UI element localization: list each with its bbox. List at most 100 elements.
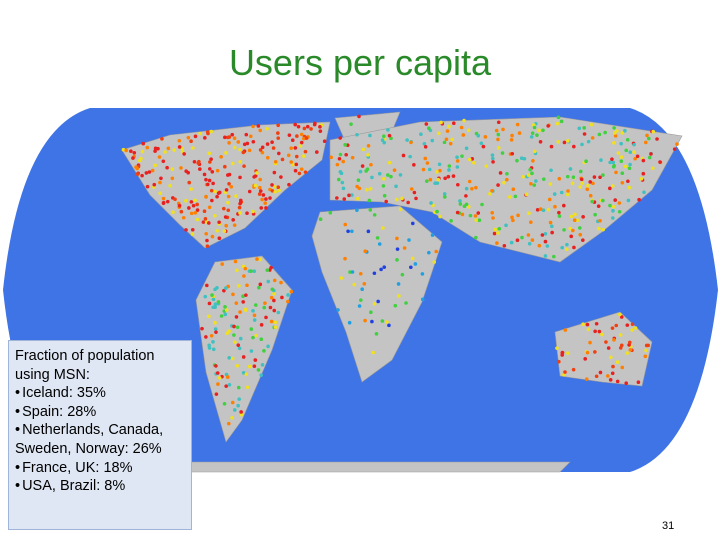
usage-dot — [299, 132, 304, 137]
usage-dot — [467, 179, 472, 184]
usage-dot — [375, 236, 380, 240]
usage-dot — [501, 127, 505, 132]
usage-dot — [522, 156, 527, 161]
usage-dot — [432, 260, 437, 264]
usage-dot — [580, 142, 584, 147]
usage-dot — [413, 262, 418, 266]
usage-dot — [161, 196, 166, 201]
usage-dot — [459, 125, 464, 130]
usage-dot — [368, 187, 373, 191]
usage-dot — [647, 155, 652, 160]
usage-dot — [613, 198, 618, 202]
usage-dot — [434, 249, 439, 254]
usage-dot — [462, 118, 466, 123]
usage-dot — [289, 289, 294, 294]
usage-dot — [189, 211, 194, 216]
usage-dot — [538, 207, 543, 211]
usage-dot — [628, 162, 632, 167]
usage-dot — [546, 207, 551, 212]
usage-dot — [566, 139, 570, 143]
usage-dot — [134, 165, 138, 169]
usage-dot — [389, 174, 393, 179]
usage-dot — [620, 180, 625, 185]
usage-dot — [572, 245, 576, 250]
usage-dot — [532, 125, 537, 130]
usage-dot — [496, 132, 501, 137]
usage-dot — [516, 213, 520, 218]
usage-dot — [255, 257, 259, 261]
usage-dot — [145, 184, 150, 189]
usage-dot — [537, 128, 541, 133]
usage-dot — [355, 184, 359, 189]
usage-dot — [646, 343, 651, 348]
usage-dot — [543, 231, 548, 236]
usage-dot — [461, 133, 466, 137]
usage-dot — [291, 162, 295, 167]
usage-dot — [215, 286, 219, 290]
usage-dot — [546, 124, 550, 128]
usage-dot — [568, 226, 573, 231]
usage-dot — [605, 374, 610, 378]
usage-dot — [407, 238, 411, 242]
usage-dot — [245, 211, 249, 216]
usage-dot — [541, 208, 546, 213]
usage-dot — [132, 150, 137, 155]
usage-dot — [585, 350, 590, 355]
usage-dot — [424, 122, 429, 126]
usage-dot — [230, 415, 234, 420]
usage-dot — [264, 315, 268, 320]
usage-dot — [299, 167, 304, 171]
usage-dot — [488, 192, 492, 196]
usage-dot — [550, 230, 554, 235]
usage-dot — [189, 187, 193, 191]
usage-dot — [577, 226, 582, 230]
usage-dot — [147, 170, 152, 174]
usage-dot — [530, 171, 534, 176]
usage-dot — [608, 160, 612, 165]
usage-dot — [555, 121, 560, 126]
usage-dot — [513, 194, 518, 199]
usage-dot — [210, 198, 214, 203]
usage-dot — [161, 200, 166, 205]
usage-dot — [236, 385, 241, 390]
usage-dot — [239, 410, 243, 414]
usage-dot — [504, 223, 508, 228]
usage-dot — [341, 159, 346, 164]
usage-dot — [153, 146, 158, 151]
usage-dot — [571, 175, 576, 179]
usage-dot — [289, 160, 294, 164]
usage-dot — [625, 351, 630, 355]
usage-dot — [346, 229, 350, 234]
usage-dot — [272, 170, 277, 175]
usage-dot — [410, 256, 415, 261]
usage-dot — [270, 287, 275, 292]
usage-dot — [234, 315, 239, 319]
usage-dot — [550, 224, 554, 229]
usage-dot — [438, 214, 442, 219]
usage-dot — [479, 141, 484, 146]
usage-dot — [166, 146, 171, 151]
usage-dot — [386, 173, 390, 177]
usage-dot — [484, 164, 489, 168]
usage-dot — [632, 150, 636, 154]
usage-dot — [481, 144, 486, 149]
usage-dot — [643, 140, 648, 145]
usage-dot — [265, 142, 270, 146]
usage-dot — [382, 140, 387, 145]
usage-dot — [225, 331, 229, 336]
usage-dot — [153, 163, 157, 168]
usage-dot — [517, 131, 522, 135]
usage-dot — [249, 327, 254, 331]
usage-dot — [256, 368, 261, 372]
usage-dot — [597, 226, 601, 231]
usage-dot — [264, 197, 268, 201]
usage-dot — [204, 231, 209, 236]
usage-dot — [502, 180, 506, 185]
usage-dot — [557, 214, 562, 218]
usage-dot — [279, 175, 283, 179]
usage-dot — [642, 190, 646, 195]
usage-dot — [343, 222, 348, 227]
usage-dot — [259, 206, 264, 210]
usage-dot — [263, 301, 267, 305]
usage-dot — [565, 174, 570, 179]
